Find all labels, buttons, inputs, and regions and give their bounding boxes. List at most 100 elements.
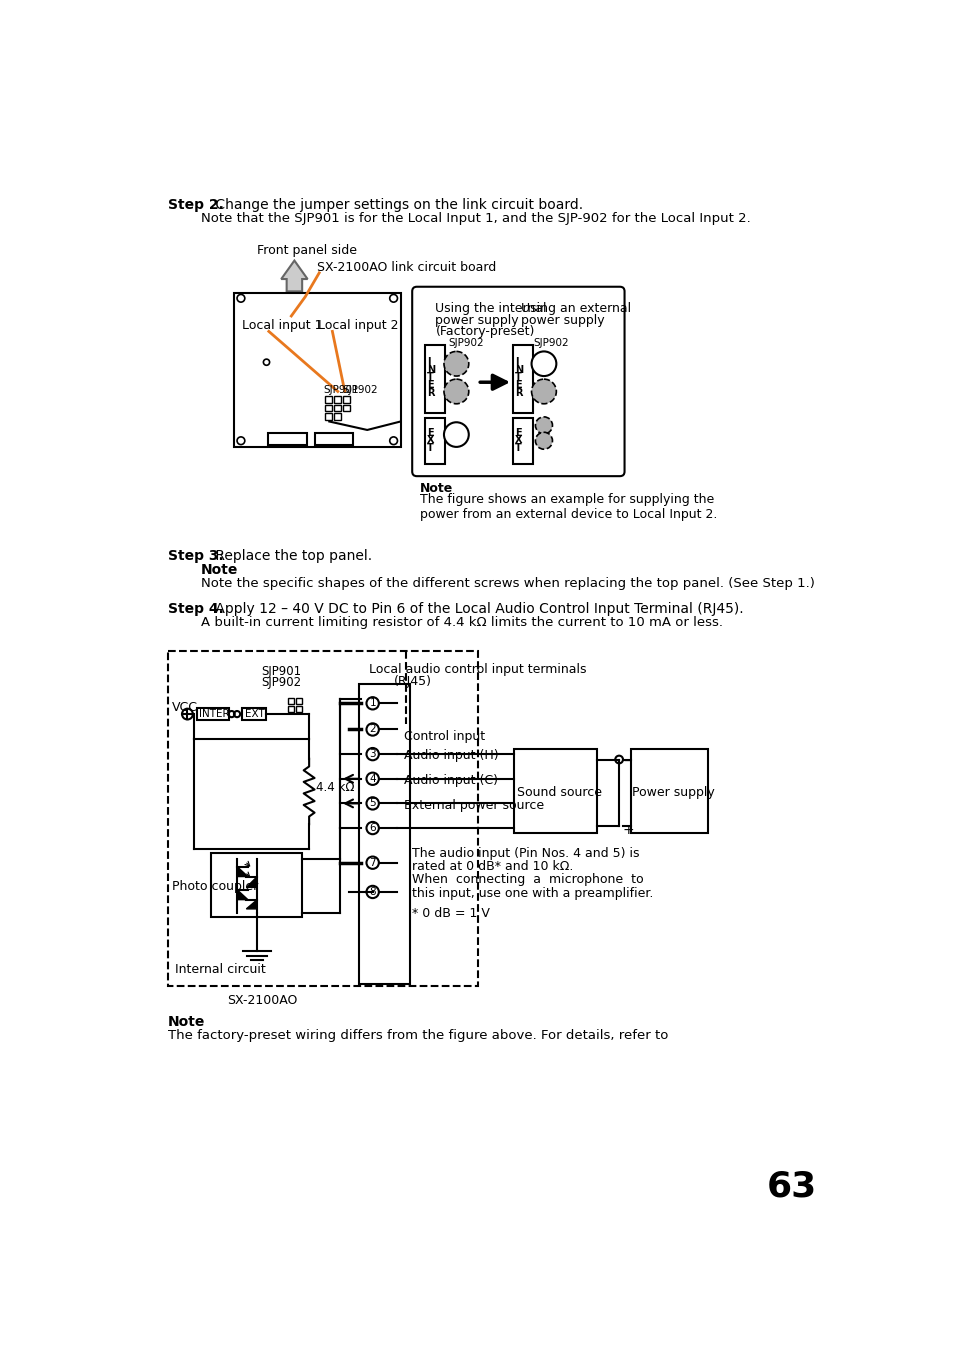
Circle shape <box>366 822 378 834</box>
Text: –: – <box>622 755 629 770</box>
Bar <box>288 698 294 705</box>
Text: (Factory-preset): (Factory-preset) <box>435 325 535 339</box>
Text: Step 3.: Step 3. <box>168 549 224 563</box>
Bar <box>424 346 444 413</box>
Text: Note the specific shapes of the different screws when replacing the top panel. (: Note the specific shapes of the differen… <box>200 576 814 590</box>
Text: Apply 12 – 40 V DC to Pin 6 of the Local Audio Control Input Terminal (RJ45).: Apply 12 – 40 V DC to Pin 6 of the Local… <box>211 602 742 617</box>
Bar <box>424 417 444 464</box>
Text: X: X <box>515 435 522 446</box>
Bar <box>325 396 332 404</box>
Text: this input, use one with a preamplifier.: this input, use one with a preamplifier. <box>412 887 653 899</box>
Text: Note: Note <box>419 482 453 494</box>
Text: T: T <box>427 373 434 382</box>
Text: Step 2.: Step 2. <box>168 198 224 212</box>
Circle shape <box>535 417 552 433</box>
Bar <box>288 706 294 711</box>
Circle shape <box>366 697 378 710</box>
Text: VCC: VCC <box>172 701 197 714</box>
Bar <box>513 417 533 464</box>
Text: Sound source: Sound source <box>517 786 601 799</box>
Bar <box>295 706 302 711</box>
Text: SJP901: SJP901 <box>323 385 359 396</box>
Bar <box>343 405 350 412</box>
Text: N: N <box>427 364 435 374</box>
Text: Local input 1: Local input 1 <box>241 319 322 332</box>
Text: Photo coupler: Photo coupler <box>172 880 258 894</box>
Text: N: N <box>515 364 523 374</box>
Text: E: E <box>515 379 521 390</box>
Bar <box>196 707 229 721</box>
Polygon shape <box>246 876 257 887</box>
Bar <box>325 405 332 412</box>
Text: A built-in current limiting resistor of 4.4 kΩ limits the current to 10 mA or le: A built-in current limiting resistor of … <box>200 617 721 629</box>
Bar <box>334 396 340 404</box>
Text: * 0 dB = 1 V: * 0 dB = 1 V <box>412 907 490 919</box>
Text: 6: 6 <box>369 824 375 833</box>
Text: E: E <box>427 428 433 437</box>
Text: Control input: Control input <box>404 730 485 744</box>
Circle shape <box>366 772 378 784</box>
Bar <box>343 396 350 404</box>
Text: R: R <box>515 387 522 398</box>
Text: Local input 2: Local input 2 <box>317 319 397 332</box>
Text: EXT: EXT <box>245 710 264 720</box>
Text: Note that the SJP901 is for the Local Input 1, and the SJP-902 for the Local Inp: Note that the SJP901 is for the Local In… <box>200 212 750 225</box>
Text: 3: 3 <box>369 749 375 759</box>
Text: I: I <box>515 356 518 367</box>
Bar <box>314 433 353 446</box>
Circle shape <box>366 748 378 760</box>
Text: power supply: power supply <box>520 313 603 327</box>
Text: Audio input (C): Audio input (C) <box>404 774 497 787</box>
Text: 4: 4 <box>369 774 375 784</box>
Text: The figure shows an example for supplying the
power from an external device to L: The figure shows an example for supplyin… <box>419 493 717 521</box>
Polygon shape <box>246 899 257 909</box>
Text: SJP902: SJP902 <box>261 676 301 690</box>
Text: 2: 2 <box>369 725 375 734</box>
Text: INTER: INTER <box>199 710 230 720</box>
Text: +: + <box>621 822 633 837</box>
Text: Using an external: Using an external <box>520 302 630 315</box>
Text: When  connecting  a  microphone  to: When connecting a microphone to <box>412 873 643 887</box>
Text: SJP902: SJP902 <box>534 338 569 347</box>
Text: (RJ45): (RJ45) <box>394 675 432 687</box>
Text: Note: Note <box>200 563 237 578</box>
Text: Replace the top panel.: Replace the top panel. <box>211 549 372 563</box>
Text: T: T <box>515 373 521 382</box>
Text: I: I <box>427 356 430 367</box>
Bar <box>168 651 477 986</box>
Bar <box>630 749 707 833</box>
Text: The factory-preset wiring differs from the figure above. For details, refer to: The factory-preset wiring differs from t… <box>168 1029 672 1042</box>
Text: Power supply: Power supply <box>632 786 715 799</box>
Polygon shape <box>236 867 248 876</box>
Circle shape <box>366 886 378 898</box>
Text: 4.4 kΩ: 4.4 kΩ <box>315 782 355 794</box>
Bar <box>268 433 307 446</box>
Text: 7: 7 <box>369 857 375 868</box>
Polygon shape <box>281 261 307 292</box>
Circle shape <box>443 351 468 377</box>
Text: Front panel side: Front panel side <box>257 244 356 258</box>
Circle shape <box>535 432 552 450</box>
Text: E: E <box>515 428 521 437</box>
Text: T: T <box>427 443 434 454</box>
Text: T: T <box>515 443 521 454</box>
Circle shape <box>366 798 378 810</box>
Text: X: X <box>427 435 434 446</box>
Text: 8: 8 <box>369 887 375 896</box>
Text: power supply: power supply <box>435 313 518 327</box>
Text: Audio input (H): Audio input (H) <box>404 749 498 761</box>
Bar <box>325 413 332 420</box>
Bar <box>295 698 302 705</box>
Text: 1: 1 <box>369 698 375 709</box>
Bar <box>233 293 400 447</box>
Circle shape <box>531 351 556 377</box>
Text: Step 4.: Step 4. <box>168 602 224 617</box>
Bar <box>514 749 596 833</box>
Text: SJP901: SJP901 <box>261 664 301 678</box>
Text: 63: 63 <box>765 1169 816 1203</box>
Circle shape <box>443 379 468 404</box>
Text: The audio input (Pin Nos. 4 and 5) is: The audio input (Pin Nos. 4 and 5) is <box>412 848 639 860</box>
Text: Using the internal: Using the internal <box>435 302 546 315</box>
Text: SX-2100AO: SX-2100AO <box>227 994 297 1007</box>
Text: Local audio control input terminals: Local audio control input terminals <box>369 663 586 676</box>
